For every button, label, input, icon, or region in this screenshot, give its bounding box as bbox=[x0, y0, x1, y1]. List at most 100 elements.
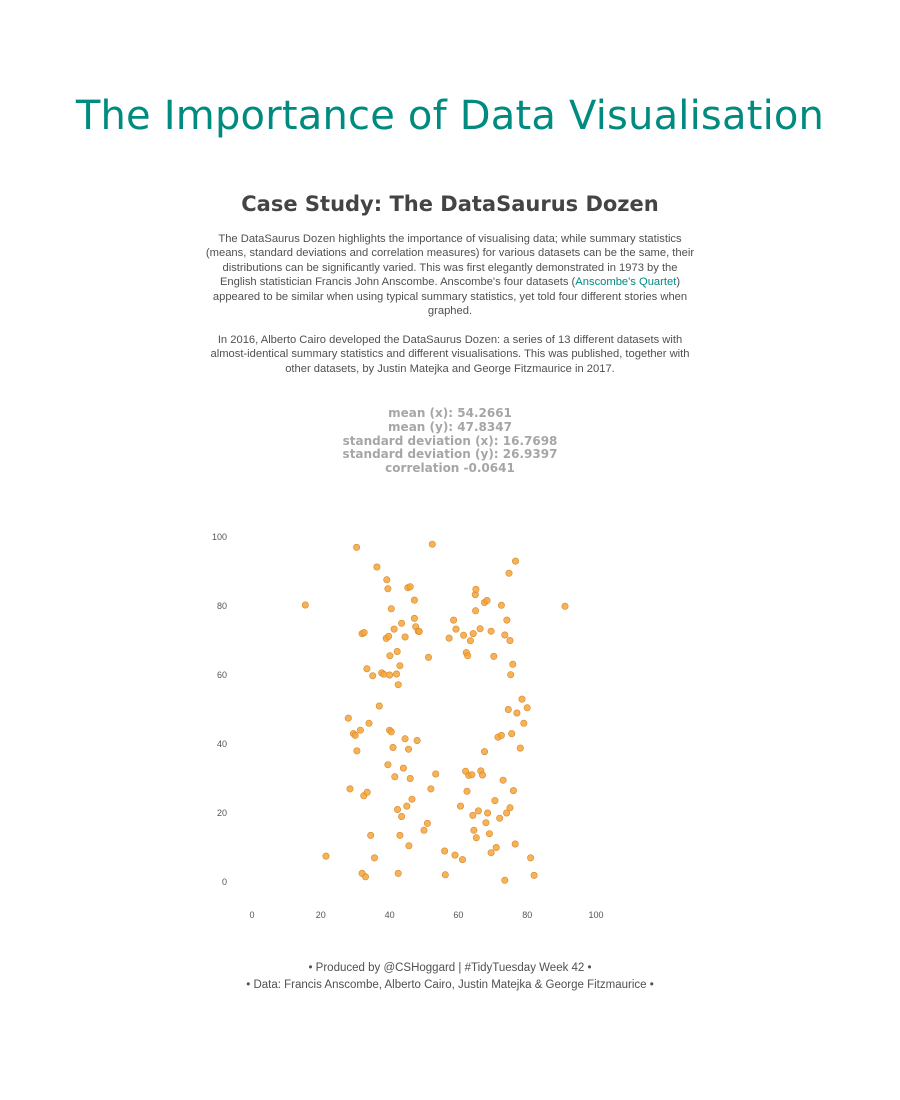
scatter-point bbox=[496, 814, 504, 822]
scatter-point bbox=[470, 826, 478, 834]
scatter-point bbox=[396, 662, 404, 670]
scatter-point bbox=[353, 747, 361, 755]
scatter-point bbox=[491, 797, 499, 805]
scatter-point bbox=[511, 557, 519, 565]
scatter-point bbox=[322, 852, 330, 860]
intro-paragraph-1: The DataSaurus Dozen highlights the impo… bbox=[205, 232, 695, 318]
scatter-point bbox=[472, 834, 480, 842]
scatter-point bbox=[408, 795, 416, 803]
scatter-point bbox=[363, 665, 371, 673]
scatter-point bbox=[561, 602, 569, 610]
scatter-point bbox=[506, 804, 514, 812]
scatter-point bbox=[464, 652, 472, 660]
summary-statistics: mean (x): 54.2661 mean (y): 47.8347 stan… bbox=[0, 406, 900, 476]
scatter-point bbox=[487, 849, 495, 857]
y-axis-tick-labels: 0 20 40 60 80 100 bbox=[212, 532, 227, 887]
y-tick-label: 80 bbox=[217, 601, 227, 611]
scatter-point bbox=[420, 826, 428, 834]
scatter-point bbox=[509, 660, 517, 668]
scatter-point bbox=[405, 842, 413, 850]
scatter-point bbox=[441, 847, 449, 855]
scatter-point bbox=[398, 619, 406, 627]
scatter-point bbox=[445, 634, 453, 642]
intro-paragraph-1-text-after: ) appeared to be similar when using typi… bbox=[212, 276, 688, 318]
scatter-point bbox=[460, 631, 468, 639]
scatter-point bbox=[472, 585, 480, 593]
scatter-point bbox=[427, 785, 435, 793]
scatter-point bbox=[509, 787, 517, 795]
scatter-point bbox=[423, 819, 431, 827]
scatter-point bbox=[469, 811, 477, 819]
footer: • Produced by @CSHoggard | #TidyTuesday … bbox=[0, 960, 900, 994]
scatter-point bbox=[365, 719, 373, 727]
scatter-point bbox=[415, 627, 423, 635]
scatter-point bbox=[490, 652, 498, 660]
scatter-point bbox=[463, 787, 471, 795]
scatter-point bbox=[380, 670, 388, 678]
scatter-point bbox=[387, 605, 395, 613]
scatter-point bbox=[518, 695, 526, 703]
scatter-point bbox=[497, 731, 505, 739]
scatter-point bbox=[507, 671, 515, 679]
scatter-point bbox=[482, 819, 490, 827]
scatter-point bbox=[484, 809, 492, 817]
y-tick-label: 60 bbox=[217, 670, 227, 680]
scatter-points bbox=[301, 540, 569, 884]
scatter-point bbox=[511, 840, 519, 848]
scatter-point bbox=[406, 583, 414, 591]
scatter-point bbox=[432, 770, 440, 778]
scatter-point bbox=[404, 745, 412, 753]
scatter-point bbox=[406, 774, 414, 782]
scatter-point bbox=[373, 563, 381, 571]
scatter-point bbox=[485, 830, 493, 838]
scatter-point bbox=[527, 854, 535, 862]
scatter-point bbox=[387, 728, 395, 736]
scatter-point bbox=[450, 616, 458, 624]
case-study-title: Case Study: The DataSaurus Dozen bbox=[241, 192, 659, 216]
scatter-point bbox=[469, 630, 477, 638]
scatter-point bbox=[363, 788, 371, 796]
scatter-point bbox=[384, 585, 392, 593]
scatter-point bbox=[410, 614, 418, 622]
scatter-point bbox=[351, 731, 359, 739]
stat-sd-y: standard deviation (y): 26.9397 bbox=[342, 447, 558, 462]
scatter-point bbox=[356, 726, 364, 734]
scatter-point bbox=[480, 748, 488, 756]
scatter-point bbox=[474, 807, 482, 815]
anscombes-quartet-link[interactable]: Anscombe's Quartet bbox=[575, 276, 677, 289]
scatter-point bbox=[472, 607, 480, 615]
scatter-point bbox=[393, 647, 401, 655]
scatter-point bbox=[508, 730, 516, 738]
x-tick-label: 40 bbox=[385, 910, 395, 920]
scatter-point bbox=[504, 705, 512, 713]
scatter-point bbox=[466, 637, 474, 645]
scatter-point bbox=[506, 636, 514, 644]
scatter-point bbox=[516, 744, 524, 752]
scatter-point bbox=[501, 876, 509, 884]
scatter-point bbox=[386, 671, 394, 679]
scatter-point bbox=[360, 629, 368, 637]
scatter-point bbox=[501, 631, 509, 639]
scatter-point bbox=[391, 773, 399, 781]
y-tick-label: 40 bbox=[217, 739, 227, 749]
page-title: The Importance of Data Visualisation bbox=[75, 93, 825, 139]
intro-paragraph-1-text-before: The DataSaurus Dozen highlights the impo… bbox=[205, 233, 695, 289]
scatter-point bbox=[375, 702, 383, 710]
scatter-point bbox=[503, 809, 511, 817]
x-tick-label: 60 bbox=[453, 910, 463, 920]
scatter-point bbox=[478, 771, 486, 779]
scatter-point bbox=[468, 771, 476, 779]
x-tick-label: 100 bbox=[588, 910, 603, 920]
scatter-point bbox=[456, 802, 464, 810]
scatter-point bbox=[483, 596, 491, 604]
scatter-point bbox=[428, 540, 436, 548]
scatter-point bbox=[476, 625, 484, 633]
scatter-point bbox=[451, 851, 459, 859]
scatter-point bbox=[530, 871, 538, 879]
scatter-point bbox=[401, 633, 409, 641]
x-tick-label: 0 bbox=[249, 910, 254, 920]
scatter-point bbox=[401, 735, 409, 743]
footer-credit: • Produced by @CSHoggard | #TidyTuesday … bbox=[308, 962, 592, 974]
scatter-point bbox=[393, 805, 401, 813]
